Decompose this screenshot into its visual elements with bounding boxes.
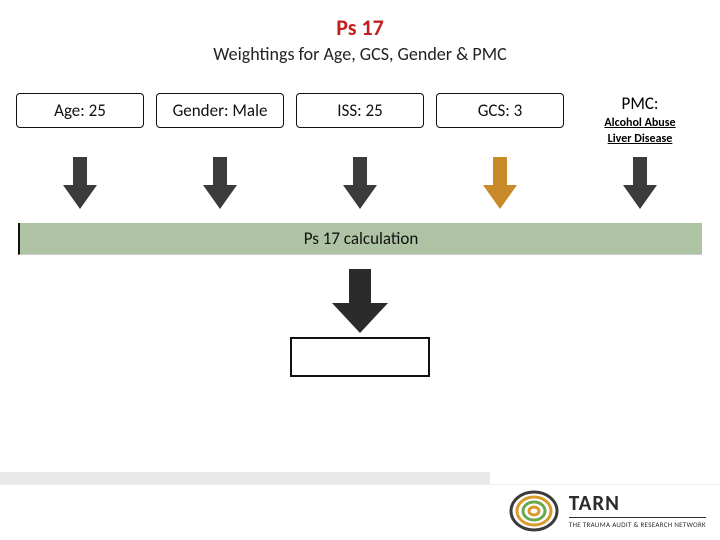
factor-age: Age: 25 — [16, 93, 144, 147]
arrow-down-icon — [63, 157, 97, 209]
factor-pmc-content: PMC: Alcohol Abuse Liver Disease — [576, 93, 704, 147]
factor-gcs-box: GCS: 3 — [436, 93, 564, 128]
factor-pmc-sub-1: Liver Disease — [576, 132, 704, 146]
arrow-gcs — [436, 157, 564, 209]
arrow-down-icon — [203, 157, 237, 209]
factor-pmc-label: PMC: — [576, 93, 704, 114]
factor-iss: ISS: 25 — [296, 93, 424, 147]
big-arrow-wrap — [0, 269, 720, 333]
arrow-age — [16, 157, 144, 209]
arrow-down-icon — [343, 157, 377, 209]
factor-pmc-sub-0: Alcohol Abuse — [576, 116, 704, 130]
arrows-row — [0, 157, 720, 209]
footer-gray-strip — [0, 472, 490, 484]
factor-gcs: GCS: 3 — [436, 93, 564, 147]
tarn-logo-text: TARN THE TRAUMA AUDIT & RESEARCH NETWORK — [569, 493, 706, 529]
calculation-bar: Ps 17 calculation — [18, 223, 702, 255]
factor-age-box: Age: 25 — [16, 93, 144, 128]
page-subtitle: Weightings for Age, GCS, Gender & PMC — [0, 43, 720, 65]
result-box — [290, 337, 430, 377]
arrow-pmc — [576, 157, 704, 209]
arrow-gender — [156, 157, 284, 209]
factors-row: Age: 25 Gender: Male ISS: 25 GCS: 3 PMC:… — [0, 93, 720, 147]
factor-gender: Gender: Male — [156, 93, 284, 147]
tarn-logo-name: TARN — [569, 493, 706, 514]
tarn-logo-tagline: THE TRAUMA AUDIT & RESEARCH NETWORK — [569, 517, 706, 529]
factor-gender-box: Gender: Male — [156, 93, 284, 128]
arrow-iss — [296, 157, 424, 209]
arrow-down-large-icon — [332, 269, 388, 333]
arrow-down-icon — [623, 157, 657, 209]
page-title: Ps 17 — [0, 0, 720, 41]
tarn-rings-icon — [509, 490, 559, 532]
factor-iss-box: ISS: 25 — [296, 93, 424, 128]
tarn-logo: TARN THE TRAUMA AUDIT & RESEARCH NETWORK — [509, 490, 706, 532]
factor-pmc: PMC: Alcohol Abuse Liver Disease — [576, 93, 704, 147]
arrow-down-icon — [483, 157, 517, 209]
